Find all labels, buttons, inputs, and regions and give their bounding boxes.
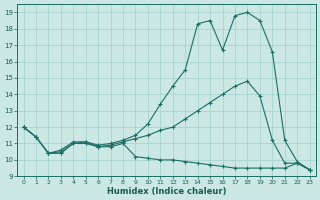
X-axis label: Humidex (Indice chaleur): Humidex (Indice chaleur) (107, 187, 226, 196)
